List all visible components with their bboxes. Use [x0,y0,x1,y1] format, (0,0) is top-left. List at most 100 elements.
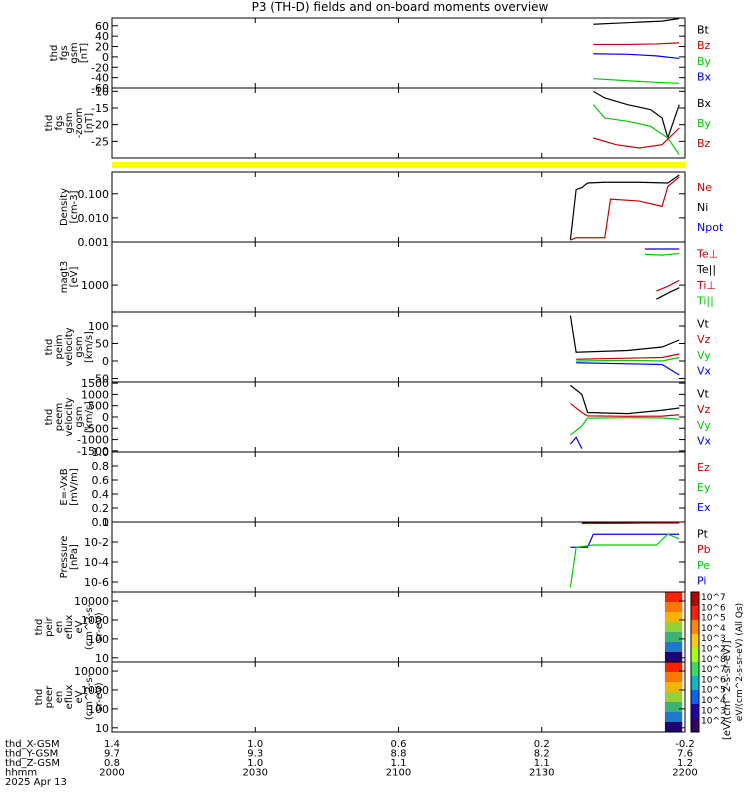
y-tick-label: 10000 [74,595,109,608]
colorbar-swatch [691,676,699,691]
colorbar-swatch [691,704,699,719]
ephemeris-value: 8.2 [534,749,550,760]
series-line [570,176,680,241]
y-tick-label: 0.6 [92,474,110,487]
y-tick-label: 0.001 [78,236,110,249]
series-line [593,127,680,149]
series-line [592,104,680,156]
y-tick-label: 100 [88,703,109,716]
series-line [593,17,680,25]
panel-frame [111,87,686,159]
heatmap-band [664,602,683,612]
y-axis-label: thd [49,45,60,62]
heatmap-band [664,612,683,622]
panel-frame [111,451,686,523]
y-axis-label: fgs [54,115,65,130]
series-line [569,436,583,449]
y-axis-label: eflux [64,615,75,640]
ephemeris-value: 1.0 [247,739,263,750]
legend-entry: Ne [697,181,712,194]
y-tick-label: -20 [91,119,109,132]
figure-title: P3 (TH-D) fields and on-board moments ov… [251,0,549,14]
y-axis-label: [nT] [79,43,90,63]
date-label: 2025 Apr 13 [5,777,67,788]
ephemeris-value: 0.6 [391,739,407,750]
y-tick-label: 50 [95,338,109,351]
colorbar-tick-label: 10^2 [701,717,726,727]
y-axis-label: [km/s] [84,331,95,363]
colorbar-tick-label: 10^2 [701,645,726,655]
y-tick-label: -1000 [77,434,109,447]
colorbar-frame [690,591,700,733]
legend-entry: Te⊥ [696,248,718,261]
legend-entry: Te|| [696,263,716,276]
ephemeris-value: 1.1 [391,758,407,769]
legend-entry: Pe [697,559,710,572]
ephemeris-value: 2100 [386,768,411,779]
heatmap-band [664,712,683,722]
series-line [569,315,680,353]
colorbar-tick-label: 10^3 [701,706,726,716]
y-axis-label: magt3 [59,261,70,294]
heatmap-band [664,632,683,642]
colorbar-tick-label: 10^6 [701,603,726,613]
series-line [576,353,680,360]
legend-entry: Ni [697,201,708,214]
y-axis-label: [km/s] [84,401,95,433]
y-axis-label: en [54,691,65,704]
heatmap-band [664,652,683,662]
legend-entry: Ti⊥ [696,279,716,292]
legend-entry: By [697,117,712,130]
series-line [569,533,680,588]
legend-entry: Bx [697,70,712,83]
y-tick-label: -50 [91,373,109,386]
ephemeris-value: 1.4 [104,739,120,750]
series-line [593,78,680,84]
y-tick-label: 0.4 [92,488,110,501]
y-axis-label: [nT] [84,113,95,133]
ephemeris-value: 1.2 [677,758,693,769]
legend-entry: Ex [697,501,711,514]
colorbar-tick-label: 10^8 [701,655,726,665]
y-tick-label: -20 [91,61,109,74]
legend-entry: Ti|| [696,294,714,307]
y-tick-label: -25 [91,135,109,148]
ephemeris-value: 8.8 [391,749,407,760]
heatmap-band [664,672,683,682]
y-axis-label: sr-eV) [94,682,105,711]
y-axis-label: Pressure [59,536,70,579]
legend-entry: Vz [697,403,711,416]
heatmap-band [664,642,683,652]
legend-entry: Vz [697,333,711,346]
colorbar-label: eV/(cm^2-s-sr-eV) (All Qs) [735,603,745,721]
colorbar-swatch [691,662,699,677]
colorbar-swatch [691,690,699,705]
series-line [656,279,680,292]
legend-entry: Bz [697,137,711,150]
panel-frame [111,591,686,663]
legend-entry: Pb [697,543,711,556]
y-axis-label: eV [74,690,85,703]
y-axis-label: thd [44,115,55,132]
y-tick-label: 0.100 [78,188,110,201]
series-line [570,384,680,415]
y-tick-label: -15 [91,102,109,115]
y-axis-label: eV [74,620,85,633]
series-line [576,356,680,362]
y-tick-label: -500 [84,422,109,435]
legend-entry: Ey [697,481,711,494]
legend-entry: Ez [697,461,710,474]
ephemeris-row-label: thd_Z-GSM [5,758,60,769]
y-axis-label: E=-VxB [59,468,70,505]
ephemeris-row-label: thd_Y-GSM [5,749,58,760]
y-axis-label: gsm [74,406,85,427]
legend-entry: Vx [697,364,712,377]
colorbar-tick-label: 10^6 [701,675,726,685]
colorbar-tick-label: 10^3 [701,634,726,644]
colorbar-swatch [691,606,699,621]
legend-entry: Vt [697,318,710,331]
y-tick-label: 60 [95,20,109,33]
y-axis-label: gsm [69,42,80,63]
y-axis-label: [mV/m] [69,468,80,506]
y-axis-label: -zoom [74,108,85,139]
